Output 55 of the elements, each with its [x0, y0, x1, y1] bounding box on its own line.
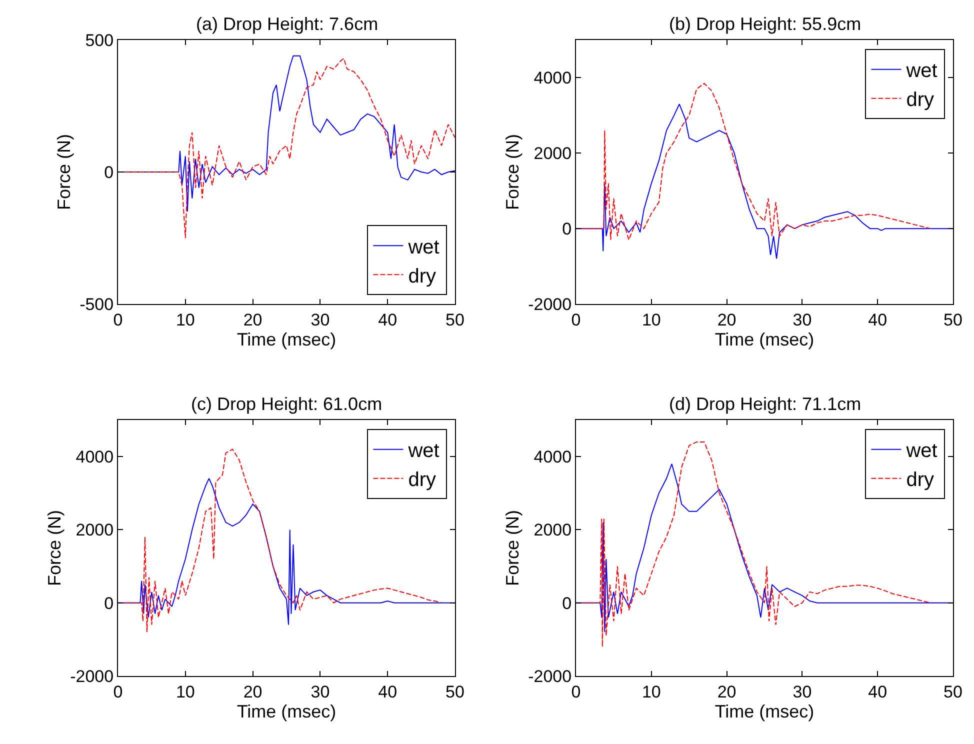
- x-tick-label: 40: [378, 310, 398, 330]
- chart-title: (c) Drop Height: 61.0cm: [191, 394, 382, 414]
- legend-label: dry: [906, 469, 934, 492]
- x-axis-title: Time (msec): [236, 329, 336, 350]
- y-tick-label: -2000: [528, 294, 572, 314]
- y-tick-label: -2000: [528, 666, 572, 686]
- chart-title: (b) Drop Height: 55.9cm: [669, 14, 862, 34]
- x-tick-label: 20: [243, 682, 262, 702]
- y-axis-title: Force (N): [54, 134, 74, 210]
- legend-label: wet: [905, 440, 938, 462]
- y-axis-title: Force (N): [502, 134, 522, 210]
- y-tick-label: 0: [104, 162, 114, 182]
- y-tick-label: 4000: [534, 68, 572, 88]
- y-tick-label: 4000: [534, 448, 572, 467]
- x-tick-label: 30: [310, 682, 330, 702]
- chart-title: (a) Drop Height: 7.6cm: [196, 14, 378, 34]
- y-tick-label: -2000: [70, 666, 114, 686]
- x-tick-label: 10: [176, 682, 195, 702]
- x-tick-label: 50: [944, 682, 962, 702]
- y-tick-label: 2000: [534, 520, 572, 540]
- legend-label: wet: [905, 60, 938, 82]
- x-axis-title: Time (msec): [714, 701, 814, 722]
- x-tick-label: 10: [176, 310, 195, 330]
- y-tick-label: 2000: [534, 144, 572, 164]
- x-tick-label: 20: [717, 310, 736, 330]
- x-tick-label: 10: [642, 310, 661, 330]
- y-tick-label: -500: [80, 294, 114, 314]
- x-tick-label: 20: [243, 310, 262, 330]
- x-axis-title: Time (msec): [714, 329, 814, 350]
- y-tick-label: 0: [562, 594, 572, 613]
- y-tick-label: 500: [85, 30, 114, 50]
- legend-label: wet: [407, 236, 440, 258]
- x-tick-label: 50: [944, 310, 962, 330]
- x-tick-label: 50: [446, 310, 464, 330]
- x-tick-label: 40: [868, 310, 888, 330]
- x-tick-label: 20: [717, 682, 736, 702]
- legend-label: wet: [407, 440, 440, 462]
- y-axis-title: Force (N): [502, 510, 522, 586]
- x-tick-label: 40: [868, 682, 888, 702]
- x-tick-label: 30: [310, 310, 330, 330]
- y-tick-label: 0: [104, 594, 114, 613]
- x-tick-label: 30: [792, 310, 812, 330]
- y-tick-label: 2000: [76, 520, 114, 540]
- x-tick-label: 10: [642, 682, 661, 702]
- x-tick-label: 50: [446, 682, 464, 702]
- y-tick-label: 0: [562, 220, 572, 239]
- legend-label: dry: [408, 265, 436, 288]
- x-tick-label: 30: [792, 682, 812, 702]
- y-tick-label: 4000: [76, 448, 114, 467]
- y-axis-title: Force (N): [44, 510, 64, 586]
- legend-label: dry: [906, 89, 934, 112]
- legend-label: dry: [408, 469, 436, 492]
- x-tick-label: 40: [378, 682, 398, 702]
- chart-title: (d) Drop Height: 71.1cm: [669, 394, 862, 414]
- x-axis-title: Time (msec): [236, 701, 336, 722]
